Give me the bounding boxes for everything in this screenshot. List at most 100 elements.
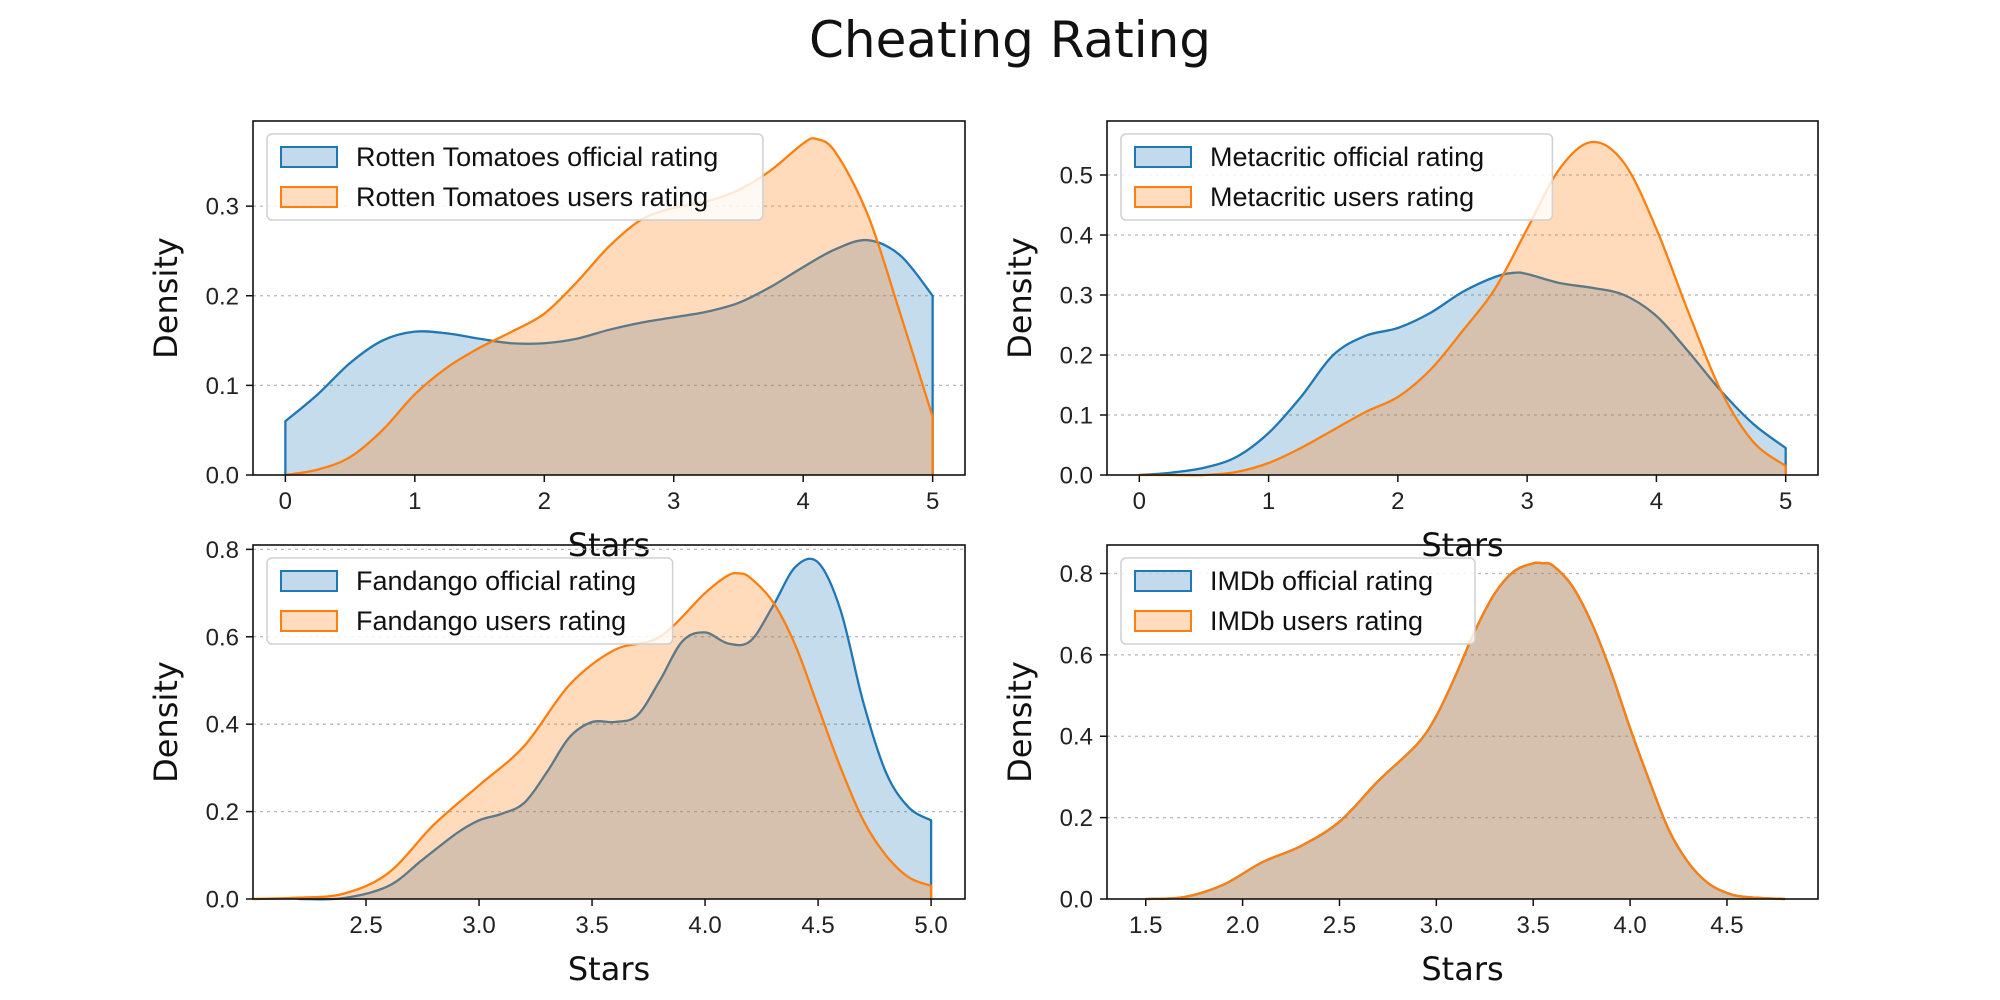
x-tick-label: 5 (1779, 488, 1792, 515)
y-axis-label: Density (147, 661, 185, 783)
legend-swatch (1134, 570, 1192, 592)
y-tick-label: 0.4 (1060, 724, 1093, 751)
legend-swatch (280, 610, 338, 632)
x-tick-label: 4.0 (688, 912, 721, 939)
series-area-users (253, 573, 932, 899)
legend-label: IMDb users rating (1210, 606, 1423, 636)
figure-title: Cheating Rating (809, 11, 1211, 69)
legend-swatch (1134, 146, 1192, 168)
series-line-users (1145, 561, 1786, 901)
y-tick-label: 0.4 (206, 712, 239, 739)
y-tick-label: 0.5 (1060, 163, 1093, 190)
x-tick-label: 4 (1650, 488, 1663, 515)
x-tick-label: 3 (1520, 488, 1533, 515)
y-tick-label: 0.4 (1060, 223, 1093, 250)
x-tick-label: 4 (797, 488, 810, 515)
y-tick-label: 0.0 (206, 463, 239, 490)
series-line-official (284, 238, 934, 475)
y-tick-label: 0.6 (206, 624, 239, 651)
x-tick-label: 5.0 (914, 912, 947, 939)
axes-frame (252, 120, 966, 476)
legend-swatch (280, 146, 338, 168)
legend-box (1120, 133, 1554, 221)
subplot-bottom-right: 0.0 0.2 0.4 0.6 0.8 1.5 2.0 2.5 3.0 3.5 4.0 4.5 Dens… (1001, 544, 1819, 988)
legend-label: Metacritic official rating (1210, 142, 1484, 172)
series-area-official (1139, 272, 1786, 475)
series-area-official (285, 240, 933, 475)
y-axis-label: Density (147, 237, 185, 359)
legend-swatch (280, 186, 338, 208)
legend-box (266, 133, 764, 221)
axes-frame (1106, 544, 1819, 900)
y-tick-label: 0.0 (1060, 887, 1093, 914)
series-area-users (285, 138, 933, 475)
legend-label: Metacritic users rating (1210, 182, 1474, 212)
legend: Metacritic official rating Metacritic use… (1120, 133, 1554, 221)
series-area-users (1145, 562, 1786, 899)
series-area-users (1139, 141, 1786, 476)
x-tick-label: 0 (279, 488, 292, 515)
x-tick-label: 3.0 (462, 912, 495, 939)
subplot-bottom-left: 0.0 0.2 0.4 0.6 0.8 2.5 3.0 3.5 4.0 4.5 5.0 Density… (147, 537, 966, 988)
y-tick-label: 0.1 (1060, 403, 1093, 430)
y-tick-label: 0.3 (1060, 283, 1093, 310)
axes-frame (1106, 120, 1819, 476)
legend: Fandango official rating Fandango users r… (266, 557, 674, 645)
legend-swatch (1134, 610, 1192, 632)
legend-label: IMDb official rating (1210, 566, 1433, 596)
legend-label: Rotten Tomatoes official rating (356, 142, 718, 172)
series-line-official (1139, 271, 1787, 477)
y-tick-label: 0.0 (1060, 463, 1093, 490)
y-tick-label: 0.0 (206, 887, 239, 914)
y-tick-label: 0.2 (1060, 343, 1093, 370)
x-tick-label: 1.5 (1129, 912, 1162, 939)
x-tick-label: 2 (1391, 488, 1404, 515)
x-axis-label: Stars (568, 950, 650, 988)
legend-label: Fandango users rating (356, 606, 626, 636)
y-tick-label: 0.2 (206, 283, 239, 310)
legend-label: Rotten Tomatoes users rating (356, 182, 708, 212)
x-tick-label: 4.5 (801, 912, 834, 939)
x-tick-label: 4.5 (1710, 912, 1743, 939)
x-tick-label: 2.5 (349, 912, 382, 939)
series-line-users (1139, 140, 1787, 477)
series-line-official (298, 557, 933, 901)
x-tick-label: 2 (538, 488, 551, 515)
x-tick-label: 3.5 (575, 912, 608, 939)
y-tick-label: 0.8 (1060, 561, 1093, 588)
legend-swatch (1134, 186, 1192, 208)
y-tick-label: 0.6 (1060, 642, 1093, 669)
x-tick-label: 1 (408, 488, 421, 515)
legend-swatch (280, 570, 338, 592)
x-tick-label: 0 (1133, 488, 1146, 515)
x-tick-label: 3.5 (1517, 912, 1550, 939)
y-axis-label: Density (1001, 661, 1039, 783)
series-line-users (252, 571, 933, 901)
x-tick-label: 3.0 (1420, 912, 1453, 939)
y-axis-label: Density (1001, 237, 1039, 359)
x-tick-label: 2.0 (1226, 912, 1259, 939)
y-tick-label: 0.2 (206, 799, 239, 826)
x-tick-label: 4.0 (1613, 912, 1646, 939)
x-tick-label: 5 (926, 488, 939, 515)
series-area-official (1145, 562, 1786, 899)
x-tick-label: 3 (667, 488, 680, 515)
subplot-top-right: 0.00.10.20.30.40.50 1 2 3 4 5DensityStarsMeta… (1001, 120, 1819, 564)
legend-label: Fandango official rating (356, 566, 636, 596)
legend: Rotten Tomatoes official rating Rotten To… (266, 133, 764, 221)
y-tick-label: 0.3 (206, 194, 239, 221)
series-area-official (298, 558, 932, 900)
legend-box (266, 557, 674, 645)
x-axis-label: Stars (1421, 950, 1503, 988)
subplots: 0.0 0.1 0.2 0.3 0 1 2 3 4 5 Density Stars Rotten Tom… (147, 120, 1819, 988)
y-tick-label: 0.1 (206, 373, 239, 400)
legend: IMDb official rating IMDb users rating (1120, 557, 1476, 645)
axes-frame (252, 544, 966, 900)
y-tick-label: 0.2 (1060, 805, 1093, 832)
y-tick-label: 0.8 (206, 537, 239, 564)
x-tick-label: 2.5 (1323, 912, 1356, 939)
x-tick-label: 1 (1262, 488, 1275, 515)
legend-box (1120, 557, 1476, 645)
